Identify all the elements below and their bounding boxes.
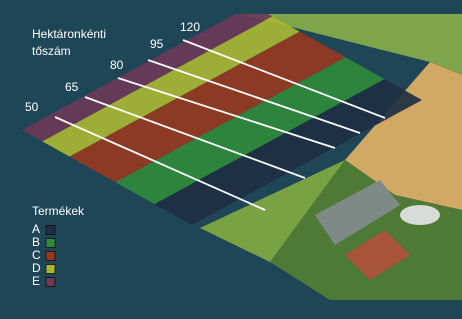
legend-swatch [46, 239, 55, 248]
density-label: 95 [150, 37, 164, 51]
legend-label: A [32, 222, 40, 236]
title-line: Hektáronkénti [32, 27, 106, 41]
page: Hektáronkénti tőszám Termékek ABCDE 50 65… [0, 0, 462, 319]
infographic: Hektáronkénti tőszám Termékek ABCDE 50 65… [0, 0, 462, 319]
title-line: tőszám [32, 44, 71, 58]
legend-label: C [32, 248, 41, 262]
legend-swatch [46, 252, 55, 261]
legend-label: E [32, 274, 40, 288]
legend-swatch [46, 226, 55, 235]
legend-swatch [46, 278, 55, 287]
density-label: 80 [110, 58, 124, 72]
density-label: 50 [25, 100, 39, 114]
silo [400, 205, 440, 225]
legend-label: D [32, 261, 41, 275]
density-label: 65 [65, 80, 79, 94]
legend-swatch [46, 265, 55, 274]
legend-label: B [32, 235, 40, 249]
density-label: 120 [180, 20, 200, 34]
legend-title: Termékek [32, 204, 85, 218]
